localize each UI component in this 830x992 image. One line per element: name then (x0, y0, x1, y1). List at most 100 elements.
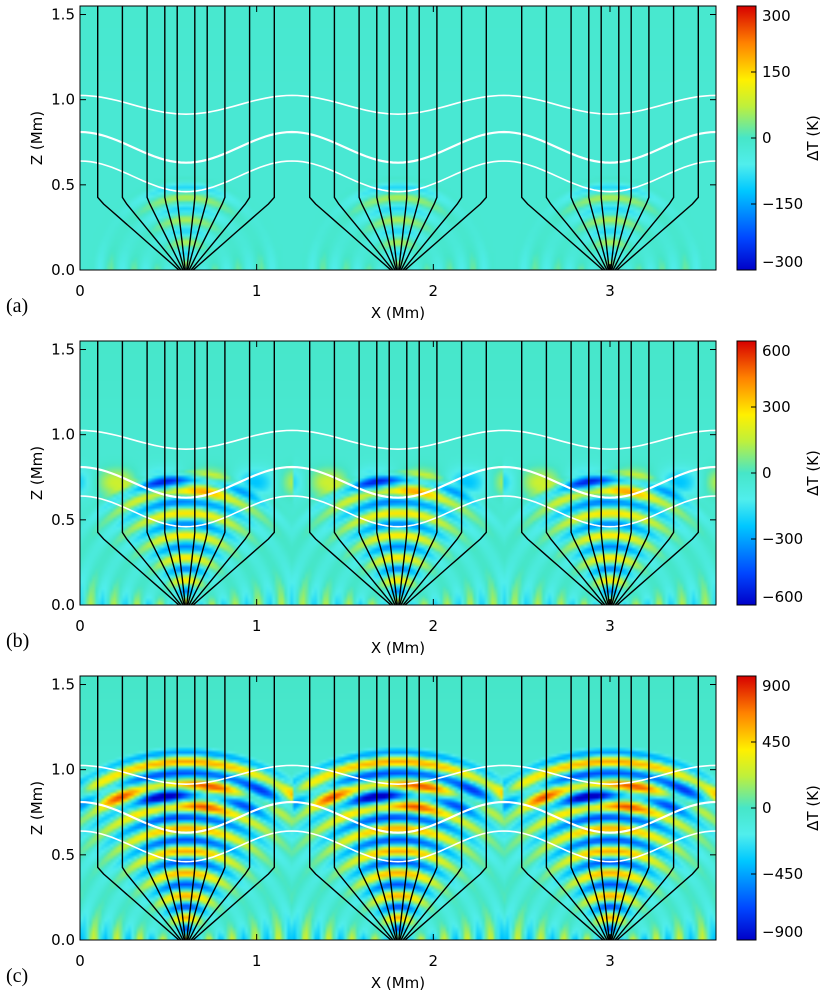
heatmap-image (80, 676, 716, 940)
field-line (358, 6, 396, 271)
x-axis-label: X (Mm) (371, 639, 425, 657)
field-line (388, 676, 398, 941)
y-tick-label: 1.5 (51, 676, 75, 694)
x-tick-label: 3 (605, 617, 615, 635)
field-line (176, 6, 186, 271)
x-tick-label: 0 (75, 952, 85, 970)
colorbar-label: ΔT (K) (804, 450, 822, 496)
temperature-contour (79, 94, 717, 116)
field-line (398, 341, 408, 606)
field-line (186, 6, 196, 271)
field-line (309, 6, 392, 271)
field-line (192, 676, 275, 941)
field-line (521, 341, 604, 606)
y-tick-label: 1.0 (51, 761, 75, 779)
field-line (333, 676, 394, 941)
y-axis-label: Z (Mm) (28, 111, 46, 165)
field-line (545, 6, 606, 271)
x-tick-label: 1 (252, 952, 262, 970)
field-line (545, 341, 606, 606)
x-axis-label: X (Mm) (371, 304, 425, 322)
temperature-contour (79, 130, 717, 164)
x-tick-label: 2 (429, 617, 439, 635)
field-line (388, 6, 398, 271)
field-line (97, 676, 180, 941)
field-line (176, 676, 186, 941)
field-line (404, 341, 487, 606)
field-line (399, 676, 420, 941)
temperature-contour (79, 800, 717, 834)
chart-panel-3: 0 1 2 3 X (Mm) 0.0 0.5 1.0 1.5 Z (Mm) (c) 900 450 0 −4… (6, 675, 822, 992)
y-tick-label: 1.5 (51, 6, 75, 24)
field-line (610, 6, 620, 271)
colorbar-tick-label: 900 (762, 677, 791, 695)
colorbar-tick-label: −300 (762, 253, 803, 271)
colorbar-tick-label: 0 (762, 799, 772, 817)
plot-frame (79, 340, 717, 606)
field-line (616, 676, 699, 941)
x-tick-label: 0 (75, 617, 85, 635)
field-line (570, 6, 608, 271)
field-line (611, 6, 632, 271)
field-line (399, 341, 420, 606)
chart-panel-2: 0 1 2 3 X (Mm) 0.0 0.5 1.0 1.5 Z (Mm) (b) 600 300 0 −3… (6, 340, 822, 657)
field-line (97, 6, 180, 271)
y-tick-label: 0.5 (51, 511, 75, 529)
field-line (400, 341, 438, 606)
field-line (376, 676, 397, 941)
field-line (188, 676, 226, 941)
field-line (588, 676, 609, 941)
field-line (398, 6, 408, 271)
field-line (190, 341, 251, 606)
y-tick-label: 1.0 (51, 91, 75, 109)
field-line (614, 676, 675, 941)
field-line (333, 341, 394, 606)
temperature-contour (79, 160, 717, 193)
temperature-contour (79, 429, 717, 451)
field-line (612, 676, 650, 941)
panel-label: (a) (6, 295, 28, 317)
field-line (570, 341, 608, 606)
heatmap-image (80, 341, 716, 605)
colorbar-tick-label: 600 (762, 342, 791, 360)
field-line (121, 6, 182, 271)
colorbar-label: ΔT (K) (804, 785, 822, 831)
field-line (612, 341, 650, 606)
field-line (404, 676, 487, 941)
field-line (190, 6, 251, 271)
field-line (164, 341, 185, 606)
field-line (398, 676, 408, 941)
y-tick-label: 0.5 (51, 846, 75, 864)
plot-frame (79, 5, 717, 271)
temperature-contour (79, 465, 717, 499)
field-line (309, 341, 392, 606)
field-line (146, 341, 184, 606)
x-tick-label: 2 (429, 952, 439, 970)
y-tick-label: 0.0 (51, 931, 75, 949)
field-line (121, 341, 182, 606)
colorbar-tick-label: −300 (762, 530, 803, 548)
field-line (402, 676, 463, 941)
field-line (187, 6, 208, 271)
colorbar-tick-label: 300 (762, 398, 791, 416)
panel-label: (b) (6, 630, 29, 652)
field-line (399, 6, 420, 271)
field-line (400, 6, 438, 271)
x-tick-label: 2 (429, 282, 439, 300)
field-line (146, 6, 184, 271)
temperature-contour (79, 830, 717, 863)
colorbar-tick-label: −450 (762, 865, 803, 883)
field-line (376, 6, 397, 271)
field-line (545, 676, 606, 941)
field-line (358, 676, 396, 941)
colorbar-tick-label: −150 (762, 195, 803, 213)
panel-label: (c) (6, 965, 28, 987)
field-line (358, 341, 396, 606)
field-line (588, 341, 609, 606)
field-line (614, 341, 675, 606)
plot-frame (79, 675, 717, 941)
field-line (186, 676, 196, 941)
x-tick-label: 3 (605, 952, 615, 970)
y-tick-label: 0.0 (51, 261, 75, 279)
field-line (187, 676, 208, 941)
